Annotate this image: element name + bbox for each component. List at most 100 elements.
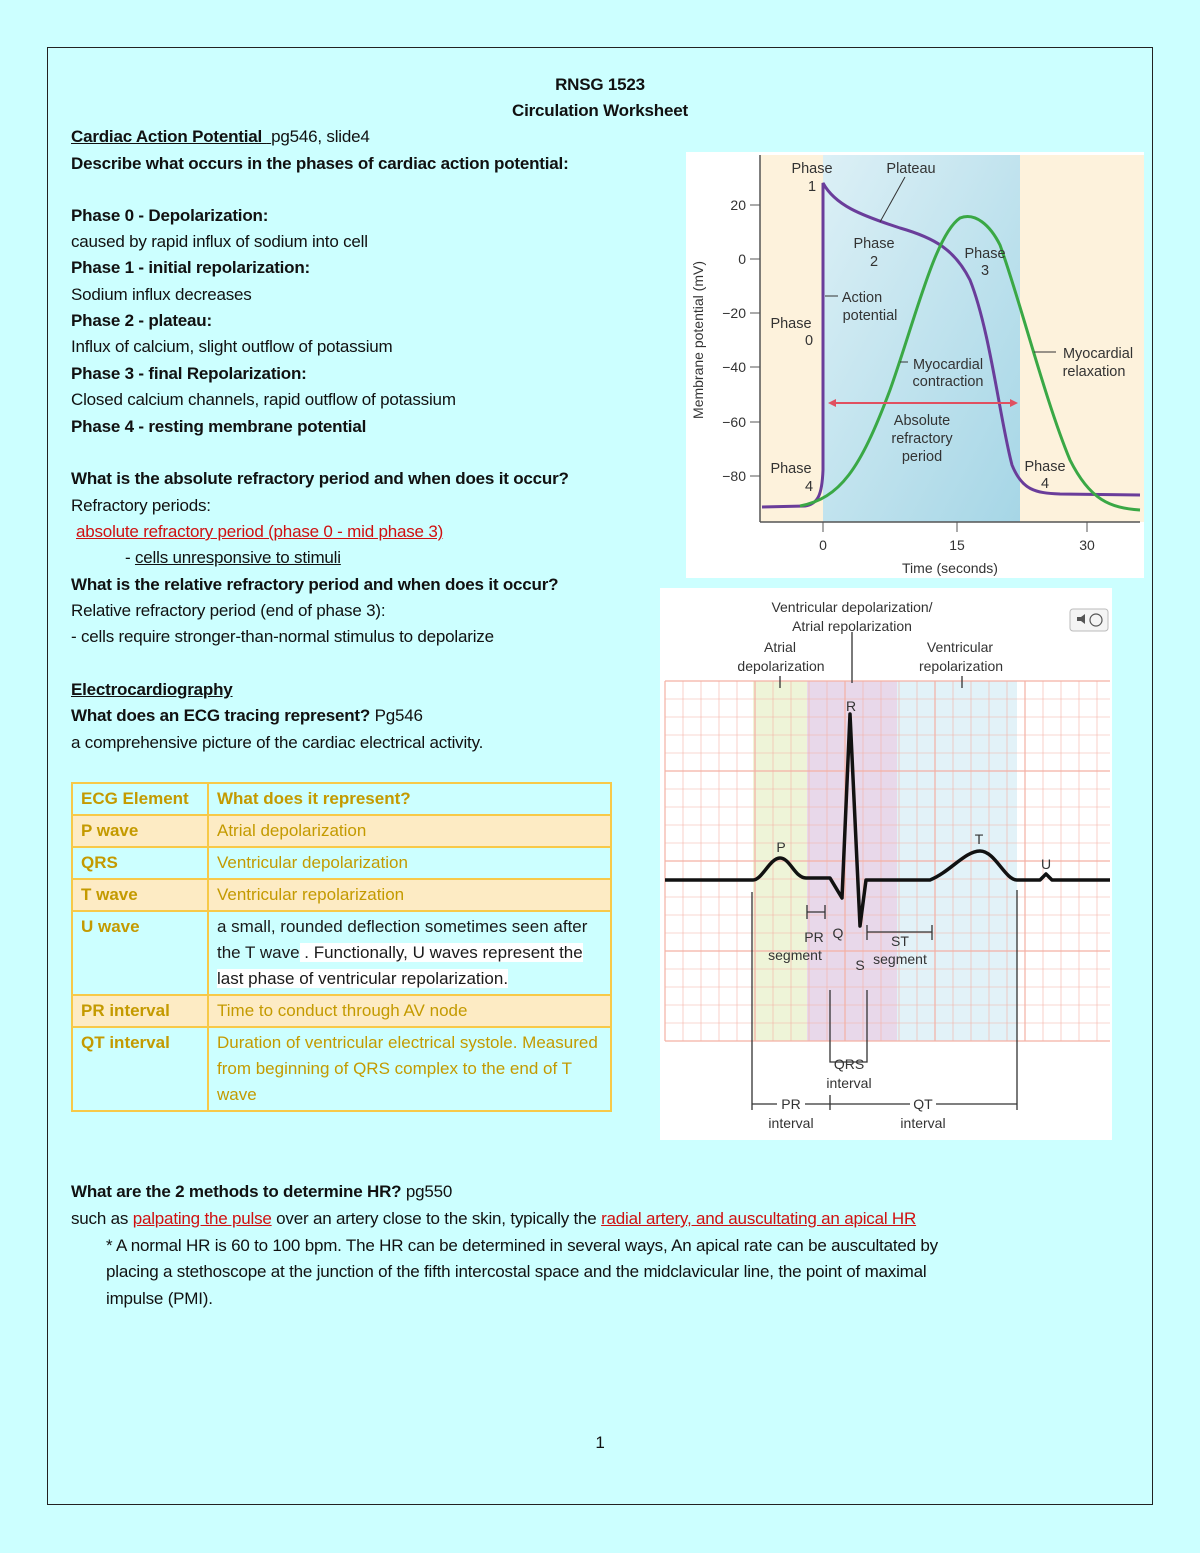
course-code: RNSG 1523 [555, 75, 645, 94]
svg-text:2: 2 [870, 254, 878, 270]
svg-text:1: 1 [808, 179, 816, 195]
svg-text:Phase: Phase [1024, 459, 1065, 475]
action-potential-curve [761, 182, 1141, 509]
x-tick: 0 [819, 537, 827, 553]
phase-label: Phase 1 - initial repolarization: [71, 258, 311, 277]
pr-segment-bracket [806, 905, 826, 919]
hr-note: placing a stethoscope at the junction of… [106, 1262, 927, 1281]
table-header: ECG Element [71, 782, 209, 816]
qrs-interval-bracket [829, 990, 868, 1063]
svg-text:Atrial repolarization: Atrial repolarization [792, 618, 912, 634]
table-row: QT interval Duration of ventricular elec… [71, 1026, 612, 1112]
svg-text:period: period [902, 449, 942, 465]
svg-text:PR: PR [781, 1096, 800, 1112]
svg-text:segment: segment [768, 947, 822, 963]
svg-text:QRS: QRS [834, 1056, 864, 1072]
svg-text:interval: interval [768, 1115, 813, 1131]
svg-text:0: 0 [805, 333, 813, 349]
svg-text:potential: potential [843, 308, 898, 324]
table-row: P wave Atrial depolarization [71, 814, 612, 848]
phase-label: Phase 4 - resting membrane potential [71, 417, 367, 436]
svg-text:Phase: Phase [791, 161, 832, 177]
hr-note: * A normal HR is 60 to 100 bpm. The HR c… [106, 1236, 938, 1255]
svg-text:Ventricular depolarization/: Ventricular depolarization/ [771, 599, 932, 615]
x-tick: 15 [949, 537, 965, 553]
relative-detail: - cells require stronger-than-normal sti… [71, 627, 494, 646]
table-header: What does it represent? [207, 782, 612, 816]
ecg-elements-table: ECG Element What does it represent? P wav… [71, 782, 612, 1112]
svg-text:Q: Q [833, 925, 844, 941]
svg-text:3: 3 [981, 263, 989, 279]
phase-label: Phase 3 - final Repolarization: [71, 364, 307, 383]
question-phases: Describe what occurs in the phases of ca… [71, 154, 569, 173]
y-axis-label: Membrane potential (mV) [690, 261, 706, 419]
refractory-label: Refractory periods: [71, 496, 211, 515]
svg-text:interval: interval [826, 1075, 871, 1091]
question-relative: What is the relative refractory period a… [71, 575, 559, 594]
svg-text:R: R [846, 698, 856, 714]
hr-answer: such as palpating the pulse over an arte… [71, 1209, 917, 1228]
table-row: U wave a small, rounded deflection somet… [71, 910, 612, 996]
contraction-curve [799, 215, 1141, 512]
x-tick: 30 [1079, 537, 1095, 553]
y-tick: 0 [738, 251, 746, 267]
table-header-row: ECG Element What does it represent? [71, 782, 612, 816]
table-row: QRS Ventricular depolarization [71, 846, 612, 880]
svg-text:refractory: refractory [891, 431, 953, 447]
svg-text:Plateau: Plateau [886, 161, 935, 177]
table-row: T wave Ventricular repolarization [71, 878, 612, 912]
svg-text:PR: PR [804, 929, 823, 945]
svg-text:relaxation: relaxation [1063, 364, 1126, 380]
svg-text:Myocardial: Myocardial [913, 357, 983, 373]
ecg-trace [665, 712, 1110, 928]
pr-qt-interval-bracket [751, 890, 1018, 1110]
svg-text:U: U [1041, 856, 1051, 872]
phase-label: Phase 0 - Depolarization: [71, 206, 269, 225]
question-absolute: What is the absolute refractory period a… [71, 469, 569, 488]
phase-text: caused by rapid influx of sodium into ce… [71, 232, 368, 251]
table-row: PR interval Time to conduct through AV n… [71, 994, 612, 1028]
svg-text:Action: Action [842, 290, 882, 306]
y-tick: −40 [722, 359, 746, 375]
phase-label: Phase 2 - plateau: [71, 311, 212, 330]
question-ecg: What does an ECG tracing represent? Pg54… [71, 706, 423, 725]
svg-text:depolarization: depolarization [737, 658, 824, 674]
phase-text: Influx of calcium, slight outflow of pot… [71, 337, 393, 356]
page-number: 1 [595, 1433, 605, 1452]
phase-text: Sodium influx decreases [71, 285, 252, 304]
audio-speaker-icon[interactable] [1069, 608, 1109, 632]
action-potential-figure: 20 0 −20 −40 −60 −80 0 15 30 Time (secon… [686, 152, 1144, 578]
absolute-detail: - cells unresponsive to stimuli [125, 548, 341, 567]
svg-text:Phase: Phase [964, 246, 1005, 262]
svg-text:Atrial: Atrial [764, 639, 796, 655]
svg-text:4: 4 [1041, 476, 1049, 492]
svg-text:contraction: contraction [913, 374, 984, 390]
ecg-figure: Ventricular depolarization/Atrial repola… [660, 588, 1112, 1140]
y-tick: 20 [730, 197, 746, 213]
st-segment-bracket [866, 925, 933, 940]
svg-text:repolarization: repolarization [919, 658, 1003, 674]
page-title: Circulation Worksheet [512, 101, 688, 120]
page-border [47, 47, 1153, 1505]
phase-text: Closed calcium channels, rapid outflow o… [71, 390, 456, 409]
svg-text:S: S [855, 957, 864, 973]
svg-text:T: T [975, 831, 984, 847]
x-axis-label: Time (seconds) [902, 560, 998, 576]
relative-answer: Relative refractory period (end of phase… [71, 601, 386, 620]
section-cardiac-heading: Cardiac Action Potential pg546, slide4 [71, 127, 370, 146]
svg-text:interval: interval [900, 1115, 945, 1131]
absolute-answer: absolute refractory period (phase 0 - mi… [76, 522, 444, 541]
svg-text:Ventricular: Ventricular [927, 639, 993, 655]
y-tick: −80 [722, 468, 746, 484]
svg-text:Absolute: Absolute [894, 413, 950, 429]
svg-text:QT: QT [913, 1096, 933, 1112]
svg-text:Phase: Phase [853, 236, 894, 252]
svg-text:Phase: Phase [770, 461, 811, 477]
question-hr: What are the 2 methods to determine HR? … [71, 1182, 453, 1201]
y-tick: −20 [722, 305, 746, 321]
section-ecg-heading: Electrocardiography [71, 680, 233, 699]
svg-text:Myocardial: Myocardial [1063, 346, 1133, 362]
svg-text:segment: segment [873, 951, 927, 967]
ecg-answer: a comprehensive picture of the cardiac e… [71, 733, 484, 752]
